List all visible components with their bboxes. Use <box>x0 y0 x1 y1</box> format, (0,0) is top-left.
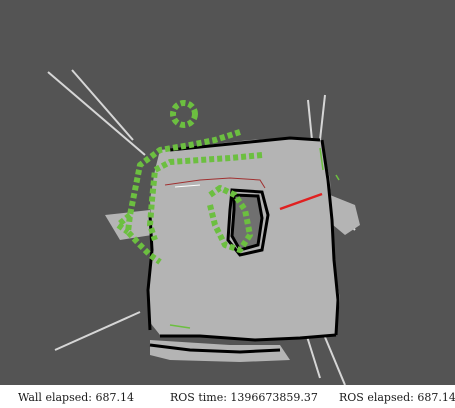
ros-time: ROS time: 1396673859.37 <box>170 391 318 404</box>
status-bar: Wall elapsed: 687.14 ROS time: 139667385… <box>0 385 455 408</box>
ros-time-value: 1396673859.37 <box>230 391 318 404</box>
ros-elapsed-label: ROS elapsed: <box>339 391 414 404</box>
ros-time-label: ROS time: <box>170 391 227 404</box>
free-space <box>105 138 360 362</box>
robot-axis <box>174 184 201 188</box>
planned-path <box>115 100 263 265</box>
occupied-walls <box>146 136 340 354</box>
map-viewport[interactable] <box>0 0 455 385</box>
map-canvas[interactable] <box>0 0 455 385</box>
laser-rays <box>47 69 356 385</box>
wall-elapsed-value: 687.14 <box>95 391 134 404</box>
trajectory <box>164 177 266 189</box>
ros-elapsed: ROS elapsed: 687.14 <box>339 391 455 404</box>
wall-elapsed-label: Wall elapsed: <box>18 391 92 404</box>
path-marks <box>169 147 340 329</box>
laser-heading <box>279 192 323 211</box>
wall-elapsed: Wall elapsed: 687.14 <box>18 391 134 404</box>
ros-elapsed-value: 687.14 <box>417 391 455 404</box>
